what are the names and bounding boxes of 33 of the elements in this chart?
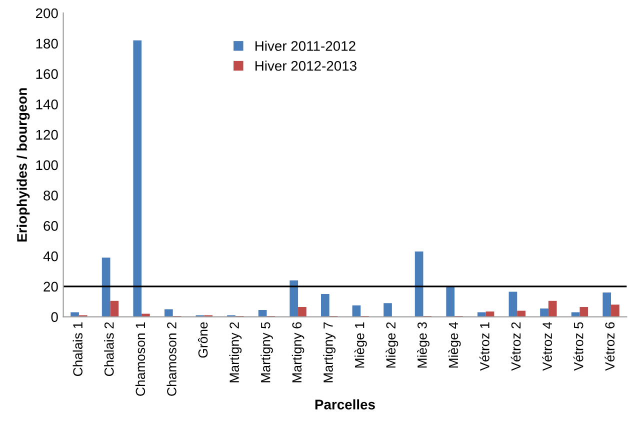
y-tick-label: 140: [36, 99, 58, 110]
y-axis-title: Eriophyides / bourgeon: [16, 88, 30, 242]
x-tick-label: Chamoson 2: [166, 322, 176, 396]
x-tick-label: Miège 2: [386, 322, 398, 368]
x-tick-label: Miège 3: [417, 322, 430, 368]
x-tick-label: Chalais 1: [72, 322, 82, 376]
y-tick-label: 60: [44, 221, 58, 231]
x-tick-label: Martigny 5: [260, 322, 273, 382]
legend-label: Hiver 2011-2012: [256, 40, 356, 51]
x-tick-label: Chalais 2: [104, 322, 114, 376]
x-tick-label: Vétroz 6: [604, 322, 615, 371]
x-tick-label: Grône: [198, 322, 208, 358]
y-tick-label: 20: [44, 282, 58, 292]
x-tick-label: Martigny 6: [292, 322, 304, 382]
x-tick-label: Vétroz 5: [573, 322, 584, 371]
y-tick-label: 40: [43, 251, 58, 262]
x-tick-label: Vétroz 1: [480, 322, 490, 371]
x-tick-label: Chamoson 1: [135, 322, 146, 396]
x-tick-label: Miège 4: [448, 322, 461, 368]
y-tick-label: 180: [36, 38, 58, 49]
x-tick-label: Vétroz 2: [510, 322, 521, 371]
x-tick-label: Martigny 2: [229, 322, 242, 382]
x-tick-label: Miège 1: [354, 322, 367, 368]
x-tick-label: Vétroz 4: [542, 322, 552, 371]
y-tick-label: 200: [36, 8, 58, 18]
y-tick-label: 100: [36, 160, 58, 170]
x-axis-title: Parcelles: [315, 399, 375, 410]
legend-label: Hiver 2012-2013: [256, 60, 356, 71]
y-tick-label: 0: [51, 312, 58, 322]
y-tick-label: 80: [44, 190, 58, 200]
x-tick-label: Martigny 7: [323, 322, 336, 382]
y-tick-label: 160: [36, 69, 58, 79]
y-tick-label: 120: [36, 130, 58, 140]
